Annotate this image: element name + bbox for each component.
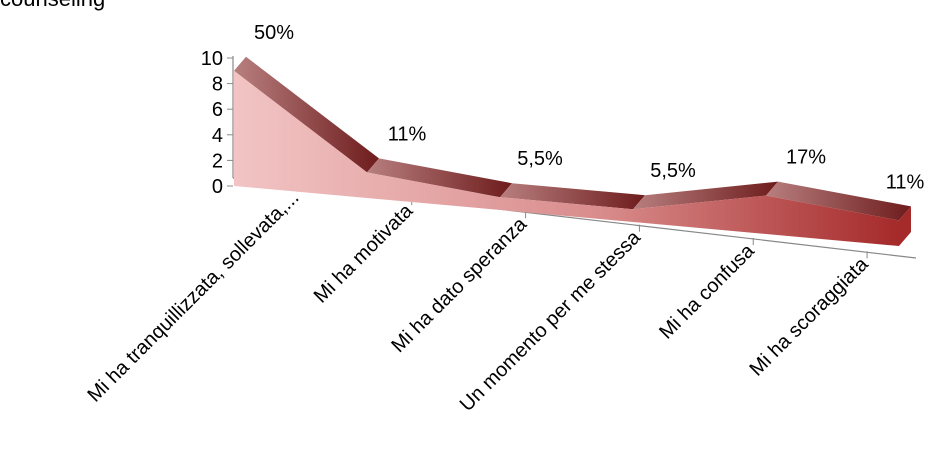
area-top-segment xyxy=(633,181,778,210)
data-label: 5,5% xyxy=(517,148,563,170)
area-top-segment xyxy=(500,183,645,210)
data-point xyxy=(232,69,236,73)
data-label: 50% xyxy=(254,22,294,44)
chart-title: counseling xyxy=(0,0,105,12)
x-tick-label: Mi ha scoraggiata xyxy=(745,253,873,381)
x-tick-label: Mi ha motivata xyxy=(310,199,418,307)
x-tick-label: Mi ha confusa xyxy=(655,239,759,343)
data-point xyxy=(498,195,502,199)
y-tick-label: 8 xyxy=(212,74,223,96)
series-layer xyxy=(232,56,911,246)
y-tick-label: 0 xyxy=(212,176,223,198)
data-point xyxy=(764,194,768,198)
area-top-segment xyxy=(766,181,911,221)
data-label: 17% xyxy=(786,147,826,169)
data-point xyxy=(631,207,635,211)
data-point xyxy=(897,218,901,222)
x-tick-label: Mi ha tranquillizzata, sollevata,... xyxy=(84,187,304,407)
area-top-segment xyxy=(367,158,512,198)
area-end-cap xyxy=(899,206,911,246)
data-label: 11% xyxy=(388,123,427,145)
y-tick-label: 2 xyxy=(212,150,223,172)
data-label: 5,5% xyxy=(650,160,696,182)
area-series-front xyxy=(234,70,899,246)
y-tick-label: 4 xyxy=(212,125,223,147)
data-point xyxy=(365,170,369,174)
y-tick-label: 6 xyxy=(212,99,223,121)
y-tick-label: 10 xyxy=(201,48,223,70)
area-top-segment xyxy=(234,56,379,173)
data-label: 11% xyxy=(886,171,925,193)
x-tick-label: Mi ha dato speranza xyxy=(387,213,531,357)
